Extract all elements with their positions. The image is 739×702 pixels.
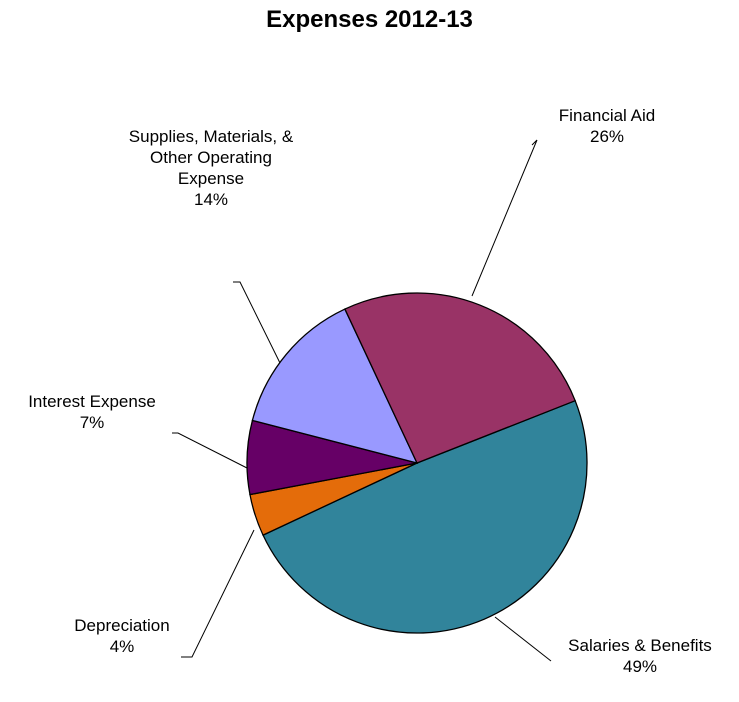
- pie-slice-financial-aid: [344, 292, 577, 464]
- leader-line-interest-expense: [172, 432, 248, 469]
- slice-label-salaries-benefits: Salaries & Benefits 49%: [568, 636, 712, 676]
- pie-slice-supplies-materials-other-operating-expense: [251, 308, 419, 464]
- pie-slices: [246, 292, 588, 634]
- leader-line-supplies-materials-other-operating-expense: [233, 281, 281, 364]
- leader-line-financial-aid: [471, 139, 538, 297]
- leader-lines: [172, 139, 552, 662]
- slice-label-supplies-materials-other-operating-expense: Supplies, Materials, & Other Operating Exp…: [129, 127, 294, 209]
- slice-labels: Salaries & Benefits 49% Depreciation 4% Inte…: [28, 106, 712, 676]
- pie-slice-salaries-benefits: [262, 399, 588, 634]
- leader-line-salaries-benefits: [494, 616, 552, 662]
- slice-label-interest-expense: Interest Expense 7%: [28, 392, 156, 432]
- leader-line-depreciation: [181, 529, 255, 658]
- chart-title: Expenses 2012-13: [266, 6, 473, 33]
- slice-label-financial-aid: Financial Aid 26%: [559, 106, 655, 146]
- slice-label-depreciation: Depreciation 4%: [74, 616, 169, 656]
